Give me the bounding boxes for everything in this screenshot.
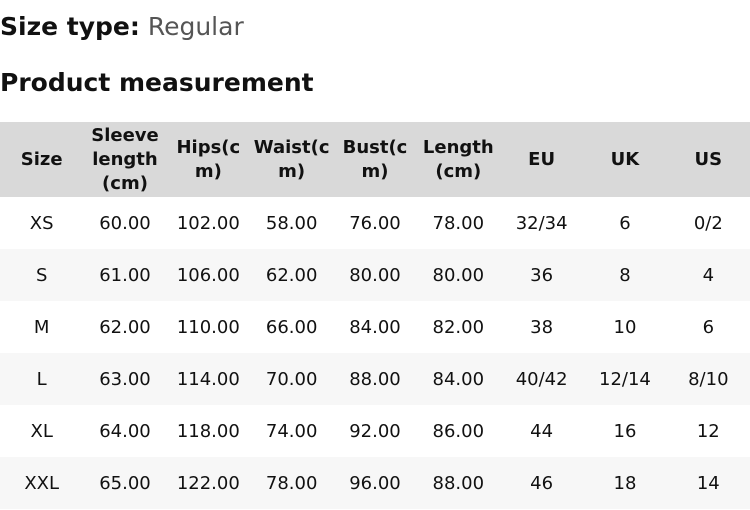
table-cell: 12 [696,420,720,442]
table-header-row: Size Sleeve length (cm) Hips(cm) Waist(cm) B… [0,122,750,197]
table-cell: 88.00 [349,368,401,390]
table-cell: 38 [530,316,554,338]
table-cell: 80.00 [349,264,401,286]
table-cell: 96.00 [349,472,401,494]
table-cell: 14 [696,472,720,494]
table-cell: 78.00 [432,212,485,234]
table-cell: 36 [530,264,554,286]
table-row: XS 60.00 102.00 58.00 76.00 78.00 32/34 6 0/2 [0,197,750,249]
table-cell: XS [29,212,54,234]
table-cell: L [36,368,47,390]
size-type: Size type: Regular [0,11,244,43]
section-title: Product measurement [0,68,314,97]
table-cell: 0/2 [693,212,723,234]
size-type-value: Regular [147,12,244,41]
table-cell: 76.00 [349,212,401,234]
table-row: XL 64.00 118.00 74.00 92.00 86.00 44 16 12 [0,405,750,457]
table-cell: 6 [619,212,631,234]
column-header: Hips(cm) [176,136,241,182]
table-cell: 80.00 [432,264,485,286]
table-cell: 44 [530,420,554,442]
table-cell: 18 [613,472,637,494]
table-cell: 122.00 [176,472,240,494]
column-header: EU [528,148,556,170]
table-row: L 63.00 114.00 70.00 88.00 84.00 40/42 12/14 8/1… [0,353,750,405]
table-row: M 62.00 110.00 66.00 84.00 82.00 38 10 6 [0,301,750,353]
table-cell: 66.00 [265,316,318,338]
column-header: Bust(cm) [342,136,408,182]
column-header: Sleeve length (cm) [91,124,159,194]
table-cell: 92.00 [349,420,401,442]
table-cell: 61.00 [99,264,151,286]
table-cell: 88.00 [432,472,485,494]
measurement-table: Size Sleeve length (cm) Hips(cm) Waist(cm) B… [0,122,750,509]
table-cell: 64.00 [99,420,151,442]
table-cell: 84.00 [432,368,485,390]
table-cell: 65.00 [99,472,151,494]
table-cell: 63.00 [99,368,151,390]
column-header: Length (cm) [422,136,494,182]
table-cell: 102.00 [176,212,240,234]
table-cell: 106.00 [176,264,240,286]
table-cell: 86.00 [432,420,485,442]
table-cell: 4 [702,264,715,286]
table-row: XXL 65.00 122.00 78.00 96.00 88.00 46 18 14 [0,457,750,509]
table-cell: 78.00 [265,472,318,494]
table-cell: 84.00 [349,316,401,338]
size-type-label: Size type: [0,12,140,41]
table-cell: S [35,264,48,286]
table-cell: 8/10 [688,368,729,390]
table-cell: 110.00 [176,316,240,338]
table-cell: 16 [613,420,637,442]
table-cell: 62.00 [99,316,151,338]
table-cell: 58.00 [265,212,318,234]
table-cell: XXL [24,472,60,494]
column-header: US [694,148,723,170]
table-cell: 118.00 [176,420,240,442]
table-cell: 114.00 [176,368,240,390]
column-header: Waist(cm) [253,136,330,182]
table-cell: 12/14 [599,368,651,390]
table-cell: 62.00 [265,264,318,286]
column-header: Size [20,148,63,170]
table-cell: 10 [613,316,637,338]
table-cell: 70.00 [265,368,318,390]
table-cell: 46 [530,472,554,494]
table-cell: 32/34 [515,212,568,234]
table-cell: 6 [702,316,715,338]
table-cell: M [33,316,50,338]
table-cell: XL [30,420,53,442]
table-cell: 60.00 [99,212,151,234]
table-cell: 82.00 [432,316,485,338]
table-cell: 8 [619,264,631,286]
column-header: UK [610,148,640,170]
table-cell: 40/42 [515,368,568,390]
table-cell: 74.00 [265,420,318,442]
table-row: S 61.00 106.00 62.00 80.00 80.00 36 8 4 [0,249,750,301]
